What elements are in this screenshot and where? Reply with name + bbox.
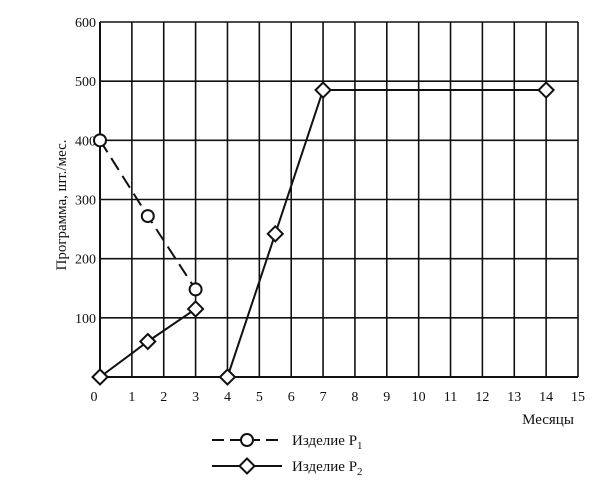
y-axis-label: Программа, шт./мес. bbox=[54, 139, 70, 270]
x-tick-label: 12 bbox=[475, 390, 489, 405]
legend-label: Изделие P1 bbox=[292, 433, 363, 452]
y-tick-label: 500 bbox=[75, 75, 96, 90]
y-tick-label: 400 bbox=[75, 134, 96, 149]
data-point-circle bbox=[188, 282, 203, 297]
x-tick-label: 7 bbox=[320, 390, 327, 405]
x-tick-label: 9 bbox=[383, 390, 390, 405]
y-tick-label: 600 bbox=[75, 16, 96, 31]
legend-item-2: Изделие P2 bbox=[212, 457, 363, 478]
x-tick-label: 8 bbox=[351, 390, 358, 405]
x-tick-labels: 0 1 2 3 4 5 6 7 8 9 10 11 12 13 14 15 bbox=[91, 390, 586, 405]
x-tick-label: 10 bbox=[412, 390, 426, 405]
x-tick-label: 3 bbox=[192, 390, 199, 405]
data-point-diamond bbox=[238, 457, 256, 475]
grid bbox=[100, 21, 579, 377]
data-point-diamond bbox=[218, 368, 237, 386]
data-point-diamond bbox=[266, 224, 285, 243]
legend: Изделие P1 Изделие P2 bbox=[212, 433, 363, 478]
legend-label: Изделие P2 bbox=[292, 459, 363, 478]
legend-item-1: Изделие P1 bbox=[212, 433, 363, 452]
legend-label-subscript: 2 bbox=[357, 466, 363, 478]
data-point-diamond bbox=[314, 81, 332, 99]
x-tick-label: 0 bbox=[91, 390, 98, 405]
x-tick-label: 15 bbox=[571, 390, 585, 405]
y-tick-label: 100 bbox=[75, 312, 96, 327]
y-tick-labels: 100 200 300 400 500 600 bbox=[75, 16, 96, 327]
x-tick-label: 2 bbox=[160, 390, 167, 405]
series-layer bbox=[91, 81, 556, 386]
data-point-circle bbox=[93, 133, 107, 148]
series-1 bbox=[93, 133, 203, 297]
x-tick-label: 6 bbox=[288, 390, 295, 405]
axes bbox=[99, 22, 578, 378]
data-point-diamond bbox=[91, 368, 109, 386]
data-point-diamond bbox=[186, 300, 205, 318]
x-axis-label: Месяцы bbox=[522, 412, 574, 428]
x-tick-label: 14 bbox=[539, 390, 553, 405]
y-tick-label: 300 bbox=[75, 194, 96, 209]
x-tick-label: 4 bbox=[224, 390, 231, 405]
data-point-diamond bbox=[138, 332, 157, 351]
legend-label-subscript: 1 bbox=[357, 440, 363, 452]
data-point-diamond bbox=[537, 81, 556, 99]
series-line bbox=[226, 89, 547, 378]
x-tick-label: 1 bbox=[128, 390, 135, 405]
y-tick-label: 200 bbox=[75, 253, 96, 268]
x-tick-label: 11 bbox=[444, 390, 457, 405]
data-point-circle bbox=[240, 433, 254, 447]
x-tick-label: 5 bbox=[256, 390, 263, 405]
x-tick-label: 13 bbox=[507, 390, 521, 405]
data-point-circle bbox=[140, 209, 155, 224]
series-2 bbox=[91, 81, 556, 386]
